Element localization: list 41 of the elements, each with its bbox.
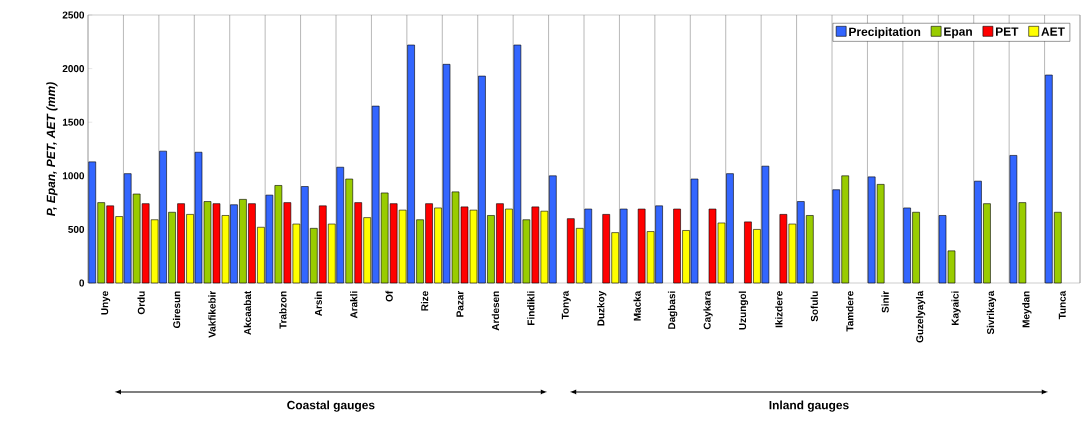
y-tick-label: 500 xyxy=(68,225,85,233)
x-tick-label: Unye xyxy=(101,291,111,315)
x-tick-label: Uzungol xyxy=(738,291,749,330)
x-tick-label: Dagbasi xyxy=(667,291,678,329)
x-tick-label: Giresun xyxy=(172,291,181,329)
legend-label: AET xyxy=(1041,27,1065,36)
x-tick-label: Tunca xyxy=(1058,290,1066,320)
x-tick-label: Arsin xyxy=(314,291,322,316)
y-tick-label: 2500 xyxy=(62,11,85,19)
x-tick-label: Kayaici xyxy=(951,291,961,325)
x-tick-label: Caykara xyxy=(703,290,713,330)
y-tick-label: 2000 xyxy=(62,65,85,73)
text: Inland gauges xyxy=(769,400,849,412)
x-tick-label: Arakli xyxy=(350,291,358,319)
x-tick-label: Findikli xyxy=(527,291,535,325)
legend-label: Precipitation xyxy=(849,27,921,39)
x-tick-label: Sinir xyxy=(881,290,889,313)
x-tick-label: Ikizdere xyxy=(775,291,783,328)
y-tick-label: 1000 xyxy=(62,172,85,180)
x-tick-label: Ardesen xyxy=(491,291,500,331)
x-tick-label: Sivrikaya xyxy=(986,290,997,335)
x-tick-label: Meydan xyxy=(1022,291,1032,328)
x-tick-label: Tonya xyxy=(561,290,571,320)
x-tick-label: Guzelyayla xyxy=(915,290,926,343)
y-tick-label: 0 xyxy=(79,279,85,287)
x-tick-label: Tamdere xyxy=(846,291,854,332)
y-axis-title: P, Epan, PET, AET (mm) xyxy=(46,82,58,217)
x-tick-label: Akcaabat xyxy=(243,290,252,335)
x-tick-label: Pazar xyxy=(456,290,464,317)
x-tick-label: Trabzon xyxy=(279,291,287,329)
x-tick-label: Vakfikebir xyxy=(208,290,216,338)
y-tick-label: 1500 xyxy=(62,118,85,126)
x-tick-label: Duzkoy xyxy=(597,290,607,326)
text: Coastal gauges xyxy=(287,400,375,412)
legend-label: PET xyxy=(996,27,1019,36)
x-tick-label: Of xyxy=(385,290,393,302)
legend-label: Epan xyxy=(944,27,972,39)
x-tick-label: Ordu xyxy=(137,291,145,315)
x-tick-label: Rize xyxy=(420,291,429,311)
x-tick-label: Sofulu xyxy=(810,291,818,322)
x-tick-label: Macka xyxy=(633,290,641,321)
